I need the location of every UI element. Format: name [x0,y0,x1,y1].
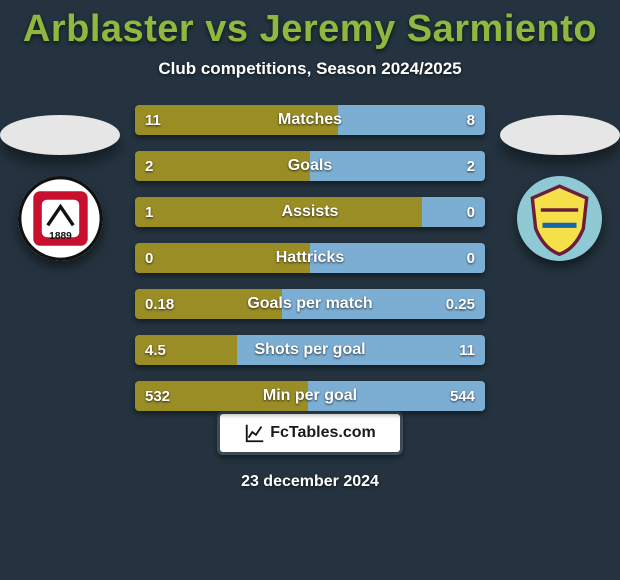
stat-bar-left [135,243,310,273]
stat-row: Assists10 [135,197,485,227]
date-label: 23 december 2024 [0,473,620,491]
stat-bar-right [282,289,485,319]
page-title: Arblaster vs Jeremy Sarmiento [0,0,620,51]
stat-bar-left [135,151,310,181]
stat-bar-right [308,381,485,411]
page-subtitle: Club competitions, Season 2024/2025 [0,59,620,79]
stat-row: Goals per match0.180.25 [135,289,485,319]
stat-row: Hattricks00 [135,243,485,273]
stat-bar-left [135,289,282,319]
stat-bar-right [422,197,485,227]
stat-row: Goals22 [135,151,485,181]
stat-row: Shots per goal4.511 [135,335,485,365]
stat-bar-right [310,243,485,273]
stat-bar-left [135,335,237,365]
stat-bar-left [135,105,338,135]
stat-bar-right [237,335,486,365]
stat-row: Matches118 [135,105,485,135]
stat-bar-right [338,105,485,135]
stat-bar-left [135,381,308,411]
stat-bar-right [310,151,485,181]
stats-bars: Matches118 Goals22 Assists10 Hattricks00 Goa… [0,105,620,427]
stat-bar-left [135,197,422,227]
comparison-card: Arblaster vs Jeremy Sarmiento Club compe… [0,0,620,580]
stat-row: Min per goal532544 [135,381,485,411]
